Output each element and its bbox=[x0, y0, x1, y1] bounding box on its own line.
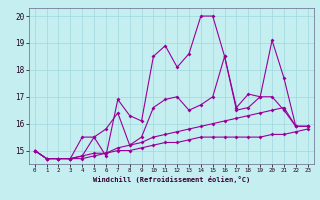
X-axis label: Windchill (Refroidissement éolien,°C): Windchill (Refroidissement éolien,°C) bbox=[92, 176, 250, 183]
